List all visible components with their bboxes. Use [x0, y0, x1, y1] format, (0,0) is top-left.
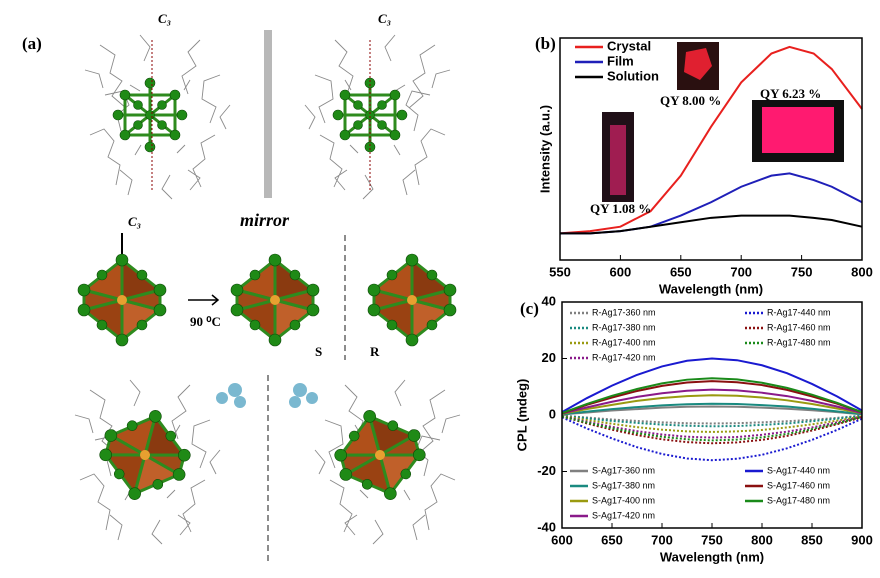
x-tick-label: 550	[549, 264, 571, 279]
mirror-label: mirror	[240, 210, 290, 230]
series-line	[561, 377, 863, 414]
x-tick-label: 900	[851, 532, 873, 547]
legend-label: S-Ag17-440 nm	[767, 465, 830, 475]
structure	[366, 252, 458, 348]
structure	[304, 34, 451, 200]
structure	[89, 397, 201, 513]
series-line	[561, 394, 863, 415]
y-tick-label: 0	[549, 406, 556, 421]
structure	[84, 34, 231, 200]
x-tick-label: 600	[610, 264, 632, 279]
x-axis-label: Wavelength (nm)	[660, 549, 764, 564]
arrow	[188, 294, 220, 306]
crystal	[684, 48, 712, 80]
series-line	[561, 415, 863, 445]
x-tick-label: 750	[791, 264, 813, 279]
series-line	[561, 405, 863, 416]
legend-label: S-Ag17-400 nm	[592, 495, 655, 505]
series-line	[561, 415, 863, 439]
series-line	[560, 214, 863, 235]
plot-frame	[559, 37, 863, 261]
y-axis-label: CPL (mdeg)	[514, 379, 529, 452]
series-line	[561, 414, 863, 428]
x-tick-label: 800	[751, 532, 773, 547]
x-tick-label: 800	[851, 264, 873, 279]
legend-label: R-Ag17-380 nm	[592, 322, 656, 332]
x-tick-label: 650	[601, 532, 623, 547]
legend-label: S-Ag17-480 nm	[767, 495, 830, 505]
structure	[229, 252, 321, 348]
legend-label: Film	[607, 53, 634, 68]
y-axis-label: Intensity (a.u.)	[537, 105, 552, 193]
mirror-plane	[264, 30, 272, 198]
series-line	[561, 388, 863, 415]
x-tick-label: 850	[801, 532, 823, 547]
rotor-icon	[216, 383, 318, 408]
legend-label: S-Ag17-420 nm	[592, 510, 655, 520]
enantiomer-label: R	[370, 344, 380, 359]
plot-frame	[561, 301, 863, 529]
panel-a: (a) C₃ C₃ C₃ mirror 90 ⁰C S R	[22, 11, 461, 565]
legend-label: R-Ag17-420 nm	[592, 352, 656, 362]
structure	[111, 76, 189, 154]
cuvette	[610, 125, 626, 195]
panel-label: (a)	[22, 34, 42, 53]
y-tick-label: -40	[537, 519, 556, 534]
panel-label: (b)	[535, 34, 556, 53]
enantiomer-label: S	[315, 344, 322, 359]
x-tick-label: 600	[551, 532, 573, 547]
legend-label: R-Ag17-460 nm	[767, 322, 831, 332]
annotation: QY 6.23 %	[760, 86, 821, 101]
x-tick-label: 650	[670, 264, 692, 279]
axis-label: C₃	[128, 214, 141, 229]
y-tick-label: -20	[537, 463, 556, 478]
legend-label: Crystal	[607, 38, 651, 53]
series-line	[561, 357, 863, 414]
insets	[602, 42, 844, 202]
structure	[76, 252, 168, 348]
panel-label: (c)	[520, 299, 539, 318]
x-tick-label: 750	[701, 532, 723, 547]
annotation: QY 8.00 %	[660, 93, 721, 108]
legend-label: S-Ag17-360 nm	[592, 465, 655, 475]
film	[762, 107, 834, 153]
y-tick-label: 20	[542, 350, 556, 365]
legend-label: R-Ag17-440 nm	[767, 307, 831, 317]
x-tick-label: 700	[651, 532, 673, 547]
series-line	[561, 416, 863, 462]
series-line	[561, 415, 863, 442]
legend-label: Solution	[607, 68, 659, 83]
legend-label: R-Ag17-480 nm	[767, 337, 831, 347]
series-line	[561, 380, 863, 415]
legend-label: R-Ag17-360 nm	[592, 307, 656, 317]
legend-label: S-Ag17-380 nm	[592, 480, 655, 490]
series-line	[561, 402, 863, 416]
rotation-label: 90 ⁰C	[190, 314, 221, 329]
axis-label: C₃	[378, 11, 391, 26]
legend-label: S-Ag17-460 nm	[767, 480, 830, 490]
x-axis-label: Wavelength (nm)	[659, 281, 763, 296]
annotation: QY 1.08 %	[590, 201, 651, 216]
legend-label: R-Ag17-400 nm	[592, 337, 656, 347]
axis-label: C₃	[158, 11, 171, 26]
y-tick-label: 40	[542, 293, 556, 308]
x-tick-label: 700	[730, 264, 752, 279]
structure	[324, 397, 436, 513]
series-line	[559, 45, 863, 235]
